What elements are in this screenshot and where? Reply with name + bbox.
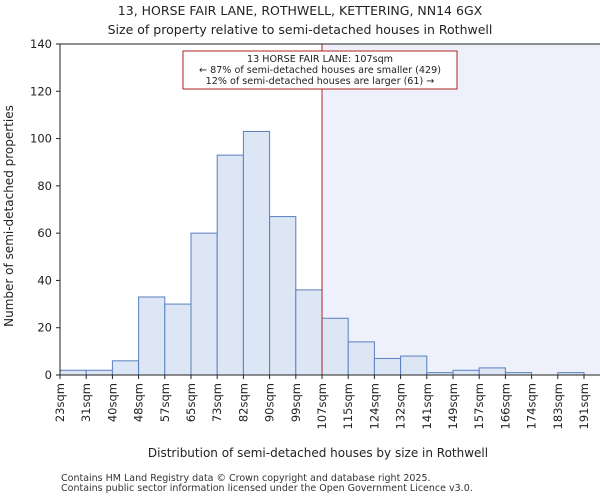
bar-57sqm [164, 303, 192, 376]
y-axis: 0 20 40 60 80 100 120 140 [30, 37, 60, 382]
bar-132sqm [400, 355, 428, 376]
x-tick-label: 157sqm [472, 383, 486, 429]
bar-40sqm [111, 360, 140, 376]
bar-115sqm [347, 341, 375, 376]
bar-82sqm [242, 130, 271, 376]
x-tick-label: 99sqm [289, 383, 303, 422]
x-tick-label: 73sqm [210, 383, 224, 422]
bar-65sqm [190, 232, 218, 376]
y-tick-label: 20 [37, 321, 52, 335]
x-tick-label: 107sqm [315, 383, 329, 429]
x-tick-label: 141sqm [420, 383, 434, 429]
y-tick-label: 40 [37, 273, 52, 287]
chart-title: 13, HORSE FAIR LANE, ROTHWELL, KETTERING… [118, 3, 483, 18]
y-tick-label: 100 [30, 132, 52, 146]
x-tick-label: 132sqm [394, 383, 408, 429]
bar-107sqm [321, 317, 349, 376]
x-tick-label: 48sqm [132, 383, 146, 422]
bar-99sqm [295, 289, 323, 376]
x-tick-label: 57sqm [158, 383, 172, 422]
x-tick-label: 166sqm [498, 383, 512, 429]
chart-subtitle: Size of property relative to semi-detach… [108, 22, 493, 37]
x-tick-label: 82sqm [236, 383, 250, 422]
y-tick-label: 120 [30, 84, 52, 98]
x-tick-label: 90sqm [263, 383, 277, 422]
annotation-line-1: 13 HORSE FAIR LANE: 107sqm [247, 54, 393, 65]
x-tick-label: 23sqm [53, 383, 67, 422]
x-tick-label: 191sqm [577, 383, 591, 429]
plot-frame [59, 43, 600, 376]
annotation-frame [182, 50, 458, 90]
x-axis: 23sqm 31sqm 40sqm 48sqm 57sqm 65sqm 73sqm 82sqm… [53, 375, 591, 429]
y-axis-label: Number of semi-detached properties [2, 105, 16, 327]
annotation-box: 13 HORSE FAIR LANE: 107sqm ← 87% of semi… [182, 50, 458, 90]
bar-124sqm [373, 357, 402, 376]
y-tick-label: 140 [30, 37, 52, 51]
larger-region-shade [322, 44, 600, 375]
bar-48sqm [138, 296, 166, 376]
x-tick-label: 40sqm [105, 383, 119, 422]
x-tick-label: 115sqm [341, 383, 355, 429]
annotation-line-2: ← 87% of semi-detached houses are smalle… [199, 65, 441, 76]
x-tick-label: 174sqm [525, 383, 539, 429]
x-axis-label: Distribution of semi-detached houses by … [148, 446, 488, 460]
bar-31sqm [85, 369, 113, 376]
x-tick-label: 31sqm [79, 383, 93, 422]
y-tick-label: 60 [37, 226, 52, 240]
x-tick-label: 124sqm [367, 383, 381, 429]
x-tick-label: 65sqm [184, 383, 198, 422]
footer-line-2: Contains public sector information licen… [61, 483, 473, 494]
bar-73sqm [216, 154, 244, 376]
y-tick-label: 80 [37, 179, 52, 193]
bars [59, 130, 585, 376]
x-tick-label: 149sqm [446, 383, 460, 429]
footer-line-1: Contains HM Land Registry data © Crown c… [61, 473, 431, 484]
bar-157sqm [478, 367, 506, 376]
bar-90sqm [269, 216, 297, 376]
annotation-line-3: 12% of semi-detached houses are larger (… [206, 76, 435, 87]
bar-23sqm [59, 369, 87, 376]
bar-149sqm [452, 369, 480, 376]
y-tick-label: 0 [45, 368, 52, 382]
x-tick-label: 183sqm [551, 383, 565, 429]
